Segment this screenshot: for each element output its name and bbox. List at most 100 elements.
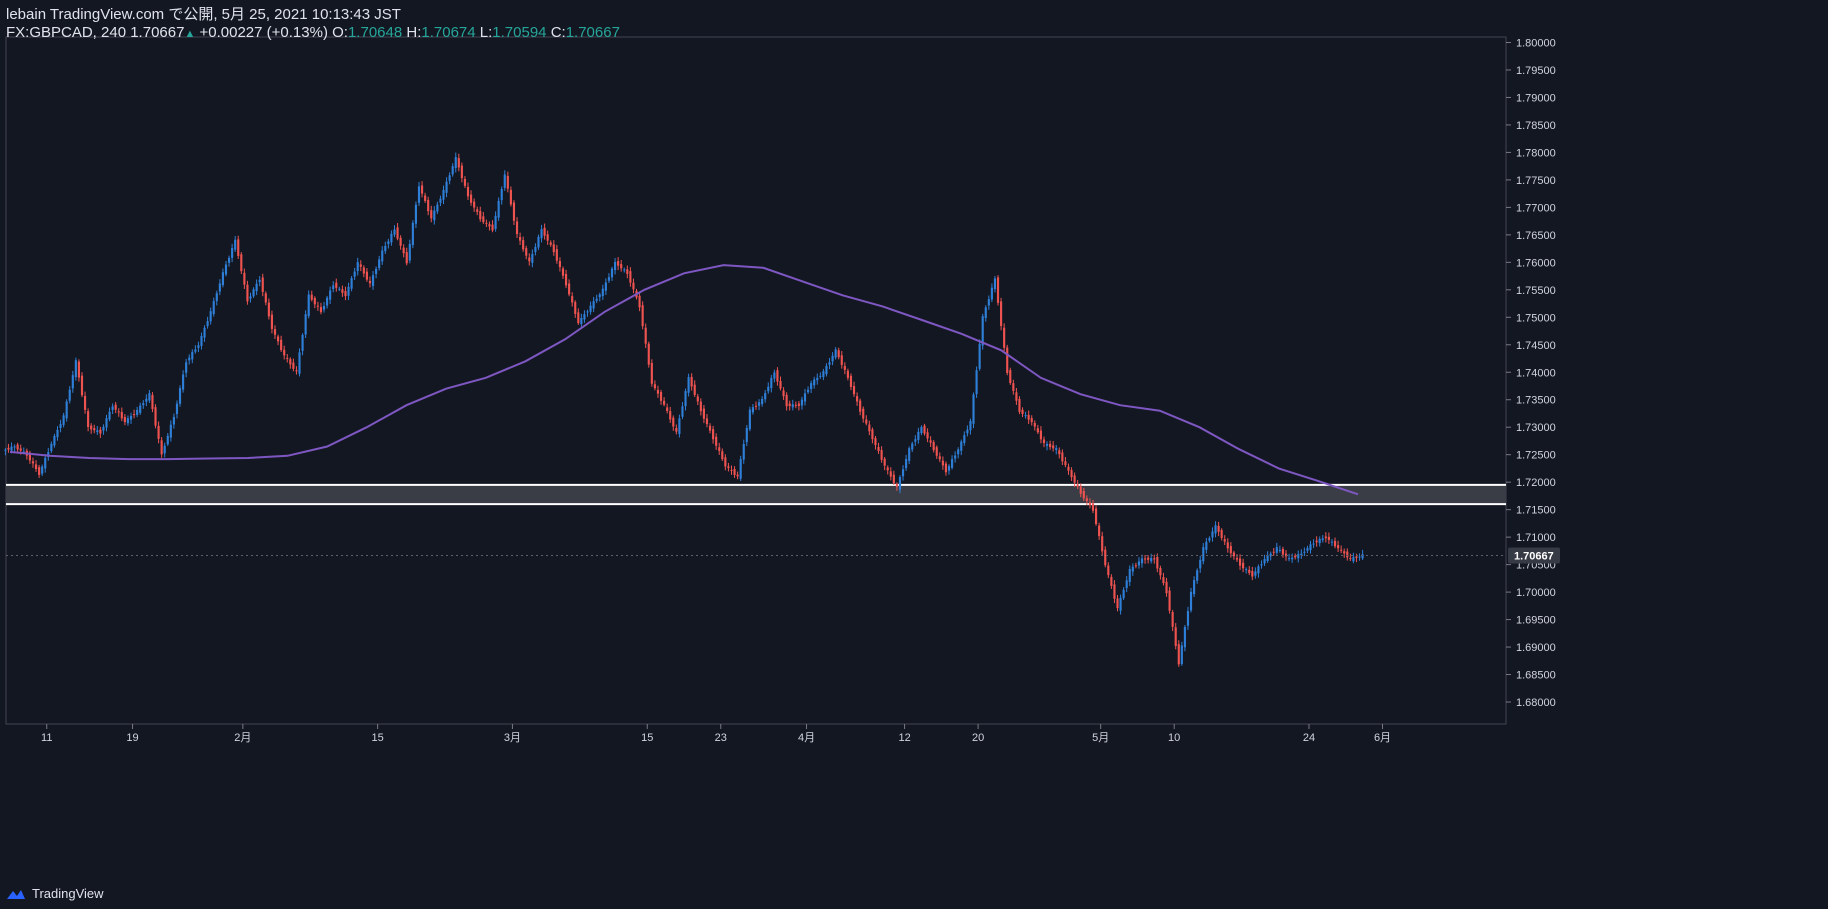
- candle-body: [957, 449, 960, 455]
- low-value: 1.70594: [492, 24, 547, 41]
- candle-body: [917, 431, 920, 440]
- candle-body: [1119, 597, 1122, 611]
- candle-body: [993, 278, 997, 290]
- candle-body: [427, 199, 430, 212]
- y-tick-label: 1.74000: [1516, 367, 1556, 379]
- candle-body: [1064, 461, 1067, 466]
- candle-body: [1058, 450, 1061, 455]
- candle-body: [1186, 611, 1190, 626]
- candle-body: [938, 456, 941, 460]
- candle-body: [905, 458, 908, 469]
- candle-body: [424, 195, 427, 201]
- candle-body: [286, 357, 289, 359]
- candle-body: [178, 388, 182, 404]
- candle-body: [954, 455, 957, 459]
- y-tick-label: 1.73000: [1516, 422, 1556, 434]
- y-tick-label: 1.68500: [1516, 670, 1556, 682]
- candle-body: [99, 429, 102, 434]
- candle-body: [877, 447, 880, 451]
- candle-body: [1165, 581, 1168, 594]
- candle-body: [38, 467, 41, 475]
- candle-body: [1042, 439, 1046, 444]
- candle-body: [1140, 558, 1144, 564]
- candle-body: [1024, 415, 1027, 417]
- candle-body: [1318, 538, 1321, 544]
- y-tick-label: 1.76500: [1516, 230, 1556, 242]
- candle-body: [1183, 627, 1186, 648]
- candle-body: [1343, 551, 1346, 554]
- candle-body: [292, 362, 295, 369]
- candle-body: [172, 416, 175, 425]
- candle-body: [610, 268, 614, 278]
- candle-body: [157, 425, 160, 439]
- candle-body: [975, 370, 978, 395]
- y-tick-label: 1.72000: [1516, 477, 1556, 489]
- x-tick-label: 12: [898, 732, 910, 744]
- candle-body: [466, 186, 470, 197]
- candle-body: [1327, 536, 1330, 541]
- candle-body: [512, 202, 516, 221]
- candle-body: [479, 211, 482, 220]
- candle-body: [261, 277, 264, 292]
- candle-body: [856, 396, 859, 402]
- candle-body: [865, 419, 868, 424]
- candle-body: [669, 411, 672, 420]
- candle-body: [586, 311, 589, 313]
- candle-body: [678, 418, 681, 434]
- candle-body: [1052, 445, 1055, 449]
- candle-body: [473, 201, 476, 208]
- candle-body: [950, 459, 954, 468]
- candle-body: [188, 357, 191, 361]
- candle-body: [1300, 553, 1303, 556]
- candle-body: [607, 277, 611, 281]
- candle-body: [822, 371, 825, 378]
- candle-body: [399, 237, 402, 246]
- candle-body: [1361, 554, 1364, 559]
- candle-body: [1131, 566, 1134, 572]
- candle-body: [359, 264, 362, 267]
- candle-body: [1137, 561, 1141, 566]
- candle-body: [990, 287, 993, 300]
- x-tick-label: 20: [972, 732, 984, 744]
- candle-body: [641, 305, 644, 327]
- candle-body: [779, 380, 782, 389]
- candle-body: [623, 269, 626, 271]
- candle-body: [1045, 443, 1049, 446]
- candle-body: [371, 275, 375, 287]
- candle-body: [552, 244, 555, 253]
- candle-body: [515, 221, 519, 235]
- candle-body: [659, 392, 663, 401]
- candle-body: [564, 273, 568, 286]
- candle-body: [53, 435, 56, 446]
- candle-body: [522, 240, 525, 250]
- candle-body: [47, 452, 50, 458]
- candle-body: [632, 282, 635, 290]
- candle-body: [185, 362, 188, 373]
- candle-body: [420, 185, 424, 194]
- candle-body: [1248, 569, 1251, 573]
- last-price: 1.70667: [130, 24, 185, 41]
- candle-body: [1358, 556, 1361, 558]
- candle-body: [1000, 301, 1003, 326]
- candle-body: [852, 386, 856, 395]
- candle-body: [145, 398, 148, 402]
- candle-body: [133, 414, 136, 416]
- y-tick-label: 1.78500: [1516, 120, 1556, 132]
- candle-body: [672, 417, 675, 427]
- candle-body: [154, 407, 157, 426]
- candle-body: [500, 188, 503, 201]
- candle-body: [1094, 508, 1098, 525]
- candle-body: [506, 176, 509, 189]
- candle-body: [1287, 558, 1291, 560]
- candle-body: [1242, 562, 1245, 569]
- candle-body: [1082, 490, 1085, 499]
- candle-body: [1122, 589, 1125, 599]
- candle-body: [629, 271, 632, 283]
- candle-body: [620, 264, 623, 269]
- candle-body: [267, 302, 270, 317]
- candle-body: [656, 389, 660, 394]
- candle-body: [788, 403, 791, 407]
- candle-body: [353, 271, 356, 277]
- candle-body: [911, 443, 914, 450]
